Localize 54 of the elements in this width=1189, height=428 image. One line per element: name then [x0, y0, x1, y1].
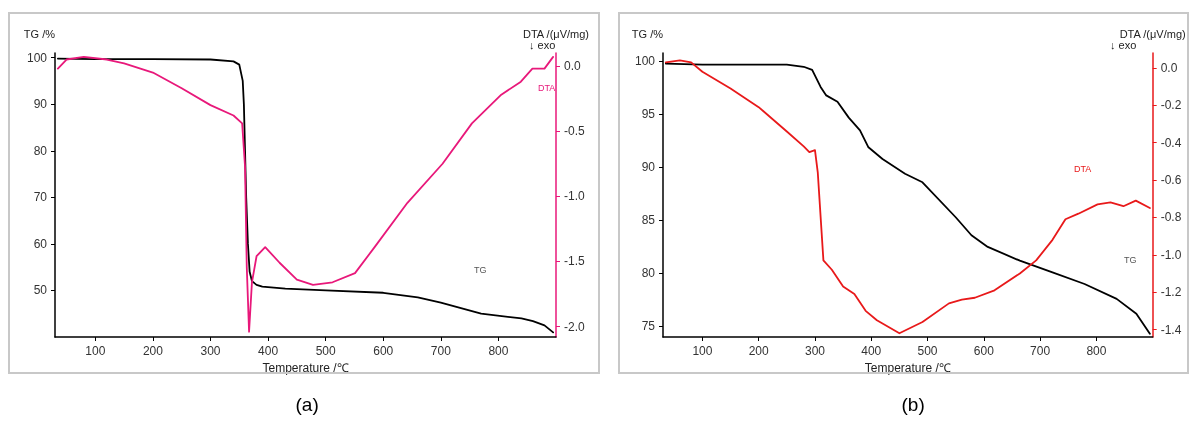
x-tick-label: 500 [315, 344, 336, 358]
x-tick-label: 800 [488, 344, 509, 358]
x-tick-label: 400 [258, 344, 279, 358]
x-axis-title: Temperature /℃ [262, 360, 349, 375]
y-tick-label: 80 [641, 266, 656, 281]
annotation: TG [474, 264, 487, 275]
y-tick-label: 85 [641, 213, 656, 228]
y2-tick-label: -1.4 [1160, 322, 1182, 337]
x-axis-title: Temperature /℃ [864, 360, 951, 375]
y-tick-label: 90 [33, 97, 48, 112]
y2-tick-label: -0.5 [564, 124, 585, 139]
x-tick-label: 600 [373, 344, 394, 358]
y-tick-label: 50 [33, 283, 48, 298]
x-tick-label: 200 [142, 344, 164, 358]
y-tick-label: 90 [641, 160, 656, 175]
y-axis-title: TG /% [631, 27, 664, 40]
y2-tick-label: -1.0 [564, 189, 585, 204]
y2-tick-label: -2.0 [564, 319, 585, 334]
y-tick-label: 100 [26, 50, 48, 65]
y2-tick-label: -1.2 [1160, 285, 1182, 300]
x-tick-label: 100 [692, 344, 713, 358]
y-tick-label: 100 [634, 54, 656, 69]
y2-tick-label: -0.4 [1160, 135, 1182, 150]
x-tick-label: 300 [804, 344, 826, 358]
x-tick-label: 500 [917, 344, 938, 358]
text: (b) [901, 394, 925, 415]
y2-tick-label: -0.8 [1160, 210, 1182, 225]
x-tick-label: 200 [748, 344, 770, 358]
y2-tick-label: -1.0 [1160, 247, 1182, 262]
y2-tick-label: 0.0 [564, 59, 582, 74]
x-tick-label: 100 [85, 344, 106, 358]
x-tick-label: 700 [430, 344, 452, 358]
x-tick-label: 800 [1086, 344, 1107, 358]
y2-axis-title: DTA /(μV/mg) [1119, 27, 1186, 40]
text: (a) [295, 394, 319, 415]
y-tick-label: 70 [33, 190, 48, 205]
y2-tick-label: -0.6 [1160, 173, 1182, 188]
x-tick-label: 300 [200, 344, 221, 358]
y2-tick-label: 0.0 [1160, 60, 1178, 75]
y-axis-title: TG /% [23, 27, 56, 40]
y-tick-label: 75 [641, 319, 656, 334]
y2-tick-label: -0.2 [1160, 98, 1182, 113]
y-tick-label: 60 [33, 236, 48, 251]
y-tick-label: 80 [33, 143, 48, 158]
x-tick-label: 600 [973, 344, 995, 358]
text: ↓ exo [1110, 38, 1137, 51]
y2-tick-label: -1.5 [564, 254, 585, 269]
annotation: DTA [1074, 163, 1092, 174]
y2-axis-title: DTA /(μV/mg) [522, 27, 590, 40]
annotation: TG [1124, 254, 1137, 265]
x-tick-label: 700 [1030, 344, 1051, 358]
annotation: DTA [538, 82, 556, 93]
x-tick-label: 400 [861, 344, 882, 358]
y-tick-label: 95 [641, 107, 656, 122]
